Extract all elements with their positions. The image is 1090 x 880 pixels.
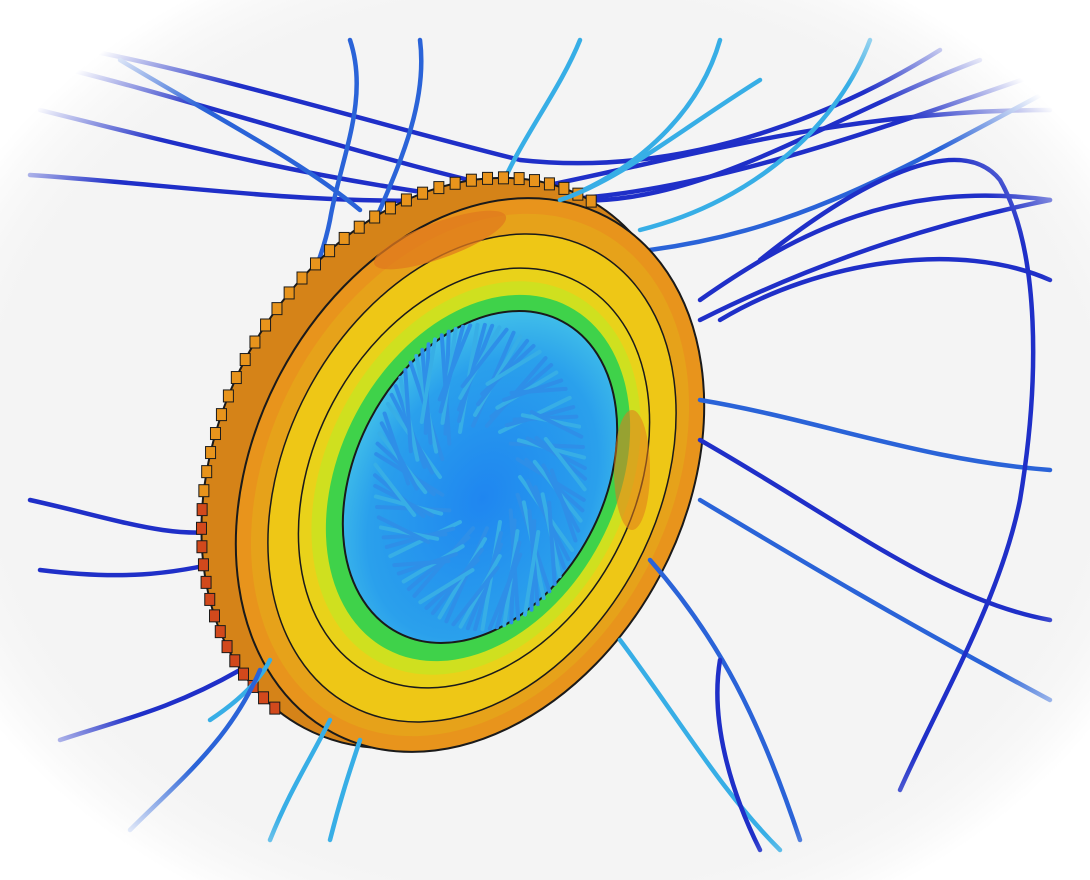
vignette xyxy=(0,0,1090,880)
cfd-visualization xyxy=(0,0,1090,880)
brake-disc-streamline-render xyxy=(0,0,1090,880)
